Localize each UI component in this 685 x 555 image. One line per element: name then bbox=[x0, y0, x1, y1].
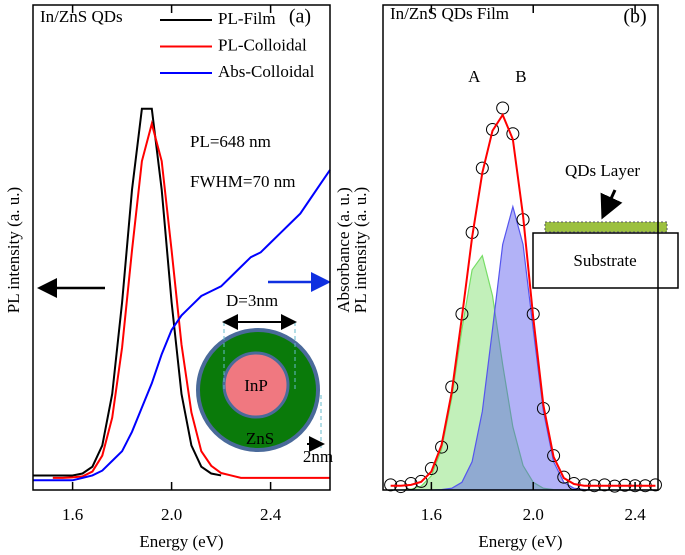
annotation: D=3nm bbox=[226, 291, 278, 310]
panel-label: (b) bbox=[623, 6, 646, 28]
data-point bbox=[424, 462, 438, 476]
core-shell-sketch bbox=[196, 314, 325, 452]
panel: 1.6 2.0 2.4 Energy (eV) PL intensity (a. u.)… bbox=[4, 4, 353, 551]
annotation: InP bbox=[244, 376, 268, 395]
line bbox=[33, 169, 331, 482]
data-point bbox=[414, 474, 428, 488]
data-point bbox=[496, 101, 510, 115]
peak-label: B bbox=[515, 67, 526, 86]
plot-frame bbox=[32, 4, 331, 491]
data-point bbox=[547, 449, 561, 463]
annotation: FWHM=70 nm bbox=[190, 172, 295, 191]
annotation: PL=648 nm bbox=[190, 132, 271, 151]
y-axis-label: PL intensity (a. u.) bbox=[351, 187, 370, 313]
panel: A B 1.6 2.0 2.4 Energy (eV) PL intensity (a. u… bbox=[351, 4, 662, 551]
annotation: QDs Layer bbox=[565, 161, 640, 180]
x-tick-label: 2.0 bbox=[523, 505, 544, 524]
substrate-sketch bbox=[532, 189, 679, 289]
x-axis-label: Energy (eV) bbox=[478, 532, 562, 551]
legend-label: PL-Film bbox=[218, 9, 276, 28]
peak-label: A bbox=[468, 67, 481, 86]
annotation: 2nm bbox=[303, 447, 333, 466]
x-tick-label: 1.6 bbox=[421, 505, 442, 524]
annotation: ZnS bbox=[246, 429, 274, 448]
x-tick-label: 2.4 bbox=[624, 505, 646, 524]
data-point bbox=[557, 470, 571, 484]
line bbox=[33, 107, 222, 477]
chart-title: In/ZnS QDs Film bbox=[390, 4, 509, 23]
chart-title: In/ZnS QDs bbox=[40, 7, 123, 26]
legend-label: PL-Colloidal bbox=[218, 35, 307, 54]
line bbox=[52, 119, 330, 479]
plot-frame bbox=[382, 4, 659, 491]
data-point bbox=[485, 122, 499, 136]
annotation: Substrate bbox=[573, 251, 636, 270]
x-tick-label: 2.0 bbox=[161, 505, 182, 524]
line bbox=[390, 112, 656, 487]
x-tick-label: 1.6 bbox=[62, 505, 83, 524]
legend-label: Abs-Colloidal bbox=[218, 62, 315, 81]
panel-label: (a) bbox=[289, 6, 311, 28]
x-tick-label: 2.4 bbox=[260, 505, 282, 524]
x-axis-label: Energy (eV) bbox=[139, 532, 223, 551]
y-axis-label: PL intensity (a. u.) bbox=[4, 187, 23, 313]
y2-axis-label: Absorbance (a. u.) bbox=[334, 187, 353, 313]
